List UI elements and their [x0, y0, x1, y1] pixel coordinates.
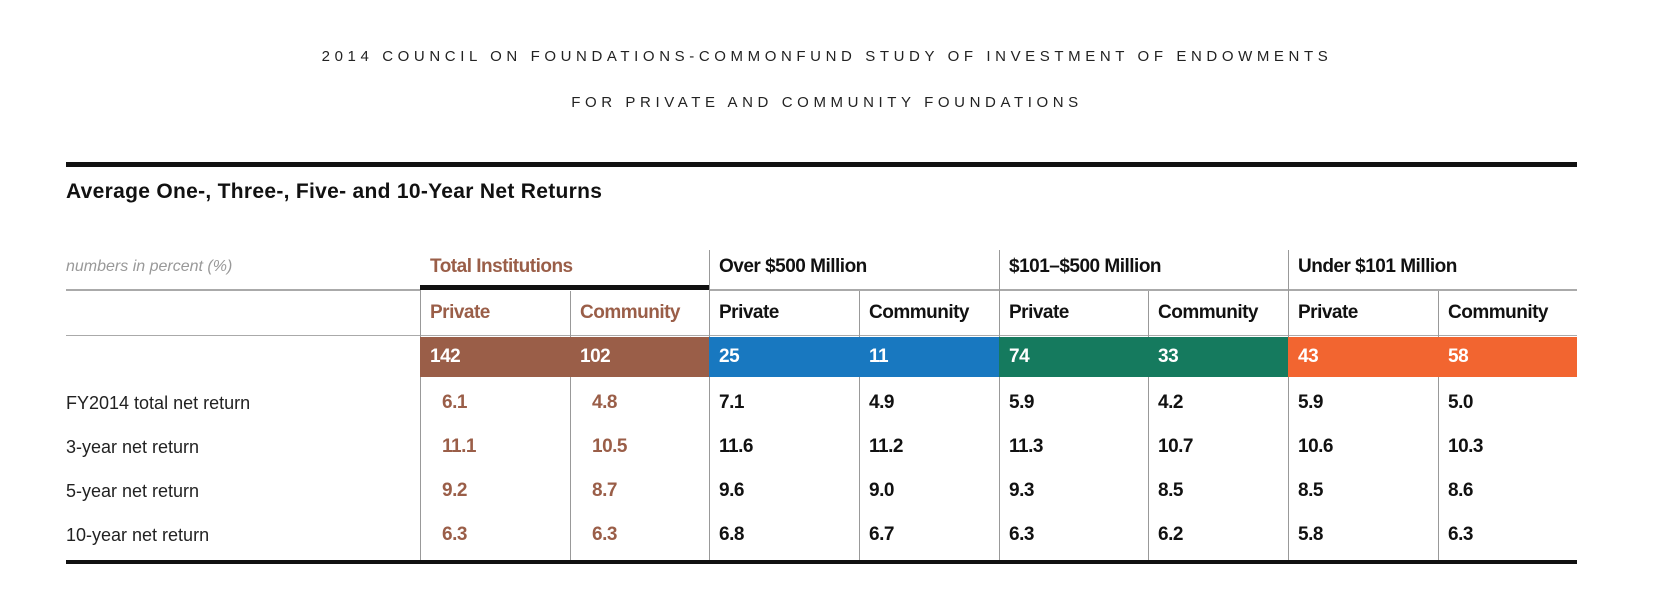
institution-count: 33	[1158, 346, 1179, 367]
institution-count: 102	[580, 346, 611, 367]
return-value: 9.2	[442, 480, 467, 501]
return-value: 9.6	[719, 480, 744, 501]
column-divider	[999, 250, 1000, 562]
return-value: 7.1	[719, 392, 744, 413]
return-value: 9.0	[869, 480, 894, 501]
column-divider	[709, 250, 710, 562]
return-value: 8.7	[592, 480, 617, 501]
subheader-private: Private	[430, 302, 490, 323]
count-band	[420, 337, 709, 377]
column-divider	[420, 290, 421, 562]
column-divider	[1288, 250, 1289, 562]
header-rule	[66, 289, 420, 291]
count-band	[1288, 337, 1577, 377]
top-rule	[66, 162, 1577, 167]
return-value: 10.6	[1298, 436, 1333, 457]
return-value: 11.1	[442, 436, 476, 457]
subheader-private: Private	[1009, 302, 1069, 323]
subheader-private: Private	[719, 302, 779, 323]
institution-count: 25	[719, 346, 740, 367]
group-header: Under $101 Million	[1298, 256, 1457, 277]
table-title: Average One-, Three-, Five- and 10-Year …	[66, 180, 603, 203]
institution-count: 142	[430, 346, 461, 367]
count-band	[999, 337, 1288, 377]
row-label: 10-year net return	[66, 525, 210, 545]
return-value: 4.8	[592, 392, 617, 413]
total-underline	[420, 285, 709, 290]
return-value: 6.3	[592, 524, 617, 545]
return-value: 6.8	[719, 524, 744, 545]
subheader-community: Community	[1448, 302, 1549, 323]
subheader-community: Community	[580, 302, 681, 323]
return-value: 6.3	[1009, 524, 1034, 545]
column-divider	[859, 291, 860, 562]
return-value: 5.9	[1009, 392, 1034, 413]
return-value: 6.3	[442, 524, 467, 545]
return-value: 11.3	[1009, 436, 1043, 457]
return-value: 8.6	[1448, 480, 1473, 501]
institution-count: 74	[1009, 346, 1030, 367]
bottom-rule	[66, 560, 1577, 564]
units-note: numbers in percent (%)	[66, 258, 233, 275]
count-band	[709, 337, 999, 377]
header-rule	[709, 289, 1577, 291]
report-title-line1: 2014 COUNCIL ON FOUNDATIONS-COMMONFUND S…	[321, 48, 1333, 65]
institution-count: 58	[1448, 346, 1469, 367]
return-value: 9.3	[1009, 480, 1034, 501]
return-value: 4.9	[869, 392, 894, 413]
subheader-community: Community	[1158, 302, 1259, 323]
return-value: 11.6	[719, 436, 753, 457]
group-header: Over $500 Million	[719, 256, 867, 277]
return-value: 5.9	[1298, 392, 1323, 413]
row-label: 5-year net return	[66, 481, 200, 501]
subheader-private: Private	[1298, 302, 1358, 323]
row-label: 3-year net return	[66, 437, 200, 457]
subheader-rule	[66, 335, 1577, 336]
row-label: FY2014 total net return	[66, 393, 251, 413]
return-value: 10.3	[1448, 436, 1483, 457]
column-divider	[1148, 291, 1149, 562]
return-value: 10.7	[1158, 436, 1193, 457]
institution-count: 11	[869, 346, 889, 367]
institution-count: 43	[1298, 346, 1319, 367]
return-value: 6.7	[869, 524, 894, 545]
return-value: 8.5	[1158, 480, 1183, 501]
return-value: 6.1	[442, 392, 467, 413]
return-value: 5.8	[1298, 524, 1323, 545]
subheader-community: Community	[869, 302, 970, 323]
return-value: 6.2	[1158, 524, 1183, 545]
return-value: 11.2	[869, 436, 903, 457]
report-title-line2: FOR PRIVATE AND COMMUNITY FOUNDATIONS	[571, 94, 1083, 111]
return-value: 8.5	[1298, 480, 1323, 501]
group-header: Total Institutions	[430, 256, 573, 277]
return-value: 5.0	[1448, 392, 1473, 413]
return-value: 6.3	[1448, 524, 1473, 545]
group-header: $101–$500 Million	[1009, 256, 1162, 277]
return-value: 4.2	[1158, 392, 1183, 413]
column-divider	[570, 291, 571, 562]
return-value: 10.5	[592, 436, 627, 457]
column-divider	[1438, 291, 1439, 562]
